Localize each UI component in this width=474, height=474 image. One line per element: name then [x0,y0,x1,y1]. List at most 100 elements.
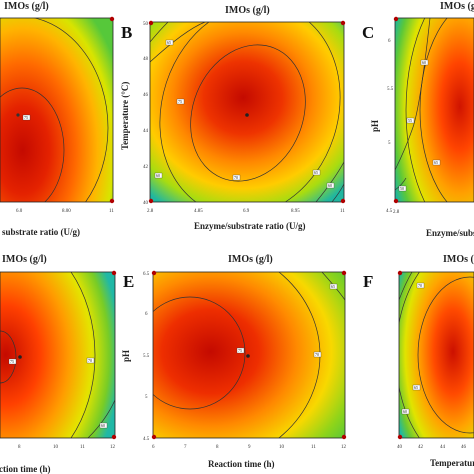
panel-f-contour-label: 60 [403,409,407,414]
panel-a-xtick: 6.0 [16,209,23,214]
panel-a-contour-label-box [22,114,31,121]
panel-d-xtick: 10 [53,445,59,450]
panel-a-contour-inner [0,87,65,202]
panel-c-xlabel: Enzyme/substrate ratio (U/g) [426,228,474,238]
panel-f-contour-60 [399,272,413,301]
panel-a-corner-point [109,198,115,204]
panel-f-contour-labels: 70 65 60 [401,282,425,415]
panel-b-contour-60 [150,22,169,43]
panel-b-contour-label: 75 [178,99,182,104]
panel-b-contour-label: 70 [234,175,238,180]
panel-c-ytick: 5 [388,141,391,146]
panel-e-frame [152,271,346,439]
panel-e-ytick: 5.5 [143,354,150,359]
panel-d-contour-70 [70,272,96,438]
panel-e-xtick: 9 [248,445,251,450]
panel-e-contour-labels: 75 70 65 [236,283,338,358]
panel-e-yticks: 4.5 5 5.5 6 6.5 [143,272,150,442]
panel-d-xtick: 11 [80,445,85,450]
panel-e-optimum-point [246,354,250,358]
panel-d-frame [0,271,116,439]
panel-e-corner-point [341,270,347,276]
panel-e-contour-label: 75 [238,348,242,353]
panel-b-xlabel: Enzyme/substrate ratio (U/g) [194,221,305,231]
panel-b-ytick: 42 [143,165,149,170]
panel-b-letter: B [121,23,132,42]
panel-d-contour-60 [87,399,115,438]
panel-c: C IMOs (g/l) 65 60 55 50 4.5 5 5.5 6 2 [362,1,474,238]
panel-b-surface [150,22,344,202]
panel-b-corner-point [340,20,346,26]
panel-b-xtick: 8.95 [291,209,300,214]
panel-f-xtick: 42 [418,445,424,450]
panel-d-contour-label: 70 [88,358,92,363]
panel-a-title: IMOs (g/l) [4,1,49,12]
panel-e-xlabel: Reaction time (h) [208,459,274,469]
panel-e-ytick: 6.5 [143,272,150,277]
panel-e-contour-label: 70 [315,352,319,357]
panel-f-xtick: 44 [440,445,446,450]
panel-c-ytick: 6 [388,39,391,44]
panel-f-title: IMOs (g/l) [443,254,474,265]
panel-c-letter: C [362,23,374,42]
panel-e-ytick: 6 [145,312,148,317]
panel-b-corner-point [340,198,346,204]
panel-a-contour-label: 75 [24,115,28,120]
panel-f-frame [398,271,474,439]
panel-c-contour-label: 55 [408,118,412,123]
panel-c-surface [395,18,474,202]
panel-e-contour-label: 65 [331,284,335,289]
panel-a-contour-outer [0,18,109,202]
panel-d-contour-labels: 75 70 60 [8,357,108,429]
panel-b-optimum-point [245,113,249,117]
panel-b-xtick: 4.85 [194,209,203,214]
panel-b-yticks: 40 42 44 46 48 50 [143,22,149,206]
panel-e-xtick: 10 [279,445,285,450]
panel-f-contour-label: 65 [414,385,418,390]
panel-f-corner-point [397,270,403,276]
panel-c-contour-65 [419,18,448,202]
panel-b-contour-label: 60 [156,173,160,178]
panel-e-xtick: 7 [184,445,187,450]
panel-d: IMOs (g/l) 75 70 60 8 10 11 12 Reaction … [0,254,117,474]
panel-c-contour-labels: 65 60 55 50 [398,59,441,192]
panel-c-contour-label: 50 [400,186,404,191]
panel-e-corner-point [151,270,157,276]
panel-b-ytick: 46 [143,93,149,98]
panel-c-frame [394,17,474,203]
panel-b-contour-label: 65 [167,40,171,45]
panel-f-surface [399,272,474,438]
panel-d-corner-point [111,434,117,440]
panel-a-xtick: 8.00 [62,209,71,214]
panel-c-contour-60 [405,18,426,202]
panel-b-ytick: 48 [143,57,149,62]
panel-d-title: IMOs (g/l) [2,254,47,265]
panel-e-xticks: 6 7 8 9 10 11 12 [152,445,347,450]
panel-b-contour-labels: 75 70 65 60 65 60 [154,39,335,189]
panel-f-contour-70 [417,276,474,434]
panel-f-xtick: 40 [397,445,403,450]
panel-c-xtick: 2.8 [393,210,400,215]
panel-f-xtick: 46 [461,445,467,450]
panel-b-ytick: 50 [143,22,149,27]
panel-b-title: IMOs (g/l) [225,5,270,16]
panel-b: B IMOs (g/l) 75 70 65 60 65 60 [120,5,346,231]
panel-a: IMOs (g/l) 75 6.0 8.00 11 substrate rati… [0,1,115,237]
panel-b-corner-point [148,198,154,204]
panel-d-contour-75 [0,330,17,384]
panel-b-contour-label: 60 [328,183,332,188]
panel-b-corner-point [148,20,154,26]
panel-b-contour-65 [150,22,206,63]
panel-f-corner-point [397,434,403,440]
panel-b-contour-75 [190,44,306,182]
panel-e-corner-point [151,434,157,440]
panel-a-frame [0,17,114,203]
panel-d-xtick: 8 [18,445,21,450]
panel-e-letter: E [123,272,134,291]
panel-e-xtick: 8 [216,445,219,450]
panel-f-xticks: 40 42 44 46 [397,445,467,450]
panel-f-contour-label: 70 [418,283,422,288]
panel-c-contour-50 [395,177,407,191]
panel-d-optimum-point [18,355,22,359]
